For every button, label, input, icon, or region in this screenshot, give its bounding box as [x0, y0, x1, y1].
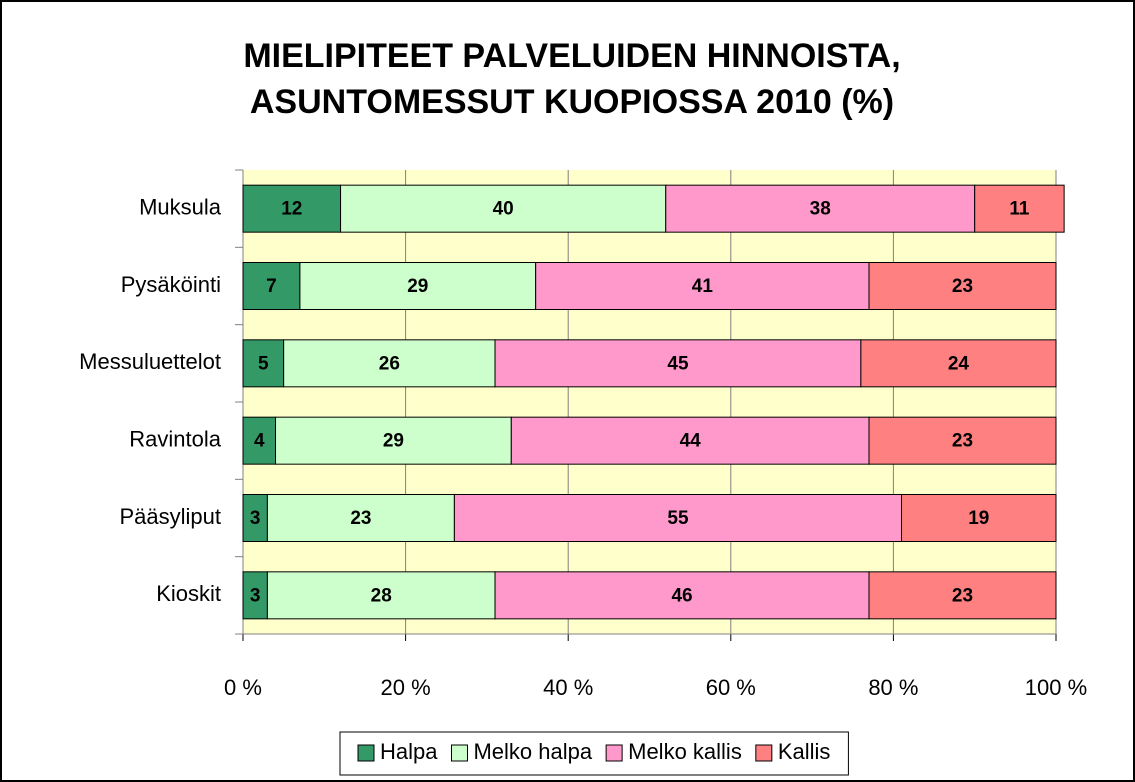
x-tick-label: 80 %	[868, 675, 918, 700]
bar-segment	[868, 571, 1057, 620]
value-label: 11	[1009, 199, 1030, 220]
chart-title: MIELIPITEET PALVELUIDEN HINNOISTA,	[243, 37, 900, 75]
value-label: 4	[254, 431, 265, 452]
value-label: 23	[350, 508, 371, 529]
bar-segment	[242, 262, 301, 310]
bar-segment	[868, 416, 1057, 465]
bar-segment	[275, 416, 512, 465]
legend-swatch	[755, 744, 773, 762]
value-label: 38	[810, 199, 831, 220]
legend-swatch	[357, 744, 375, 762]
bar-segment	[494, 571, 870, 620]
y-tick-label: Pääsyliput	[119, 504, 221, 529]
value-label: 3	[250, 585, 261, 606]
bar-segment	[266, 571, 496, 620]
bar-segment	[453, 494, 903, 542]
y-tick-label: Ravintola	[129, 426, 221, 451]
x-tick-label: 60 %	[706, 675, 756, 700]
bar-segment	[974, 184, 1065, 233]
value-label: 24	[948, 353, 970, 374]
value-label: 40	[493, 199, 514, 220]
bar-segment	[242, 571, 268, 620]
legend-swatch	[605, 744, 623, 762]
value-label: 7	[266, 276, 277, 297]
bar-segment	[242, 416, 277, 465]
value-label: 23	[952, 431, 973, 452]
bar-segment	[242, 339, 285, 388]
x-tick-label: 40 %	[543, 675, 593, 700]
value-label: 55	[667, 508, 689, 529]
y-tick-label: Pysäköinti	[121, 272, 221, 297]
value-label: 12	[281, 199, 302, 220]
bar-segment	[665, 184, 976, 233]
legend-label: Halpa	[380, 739, 438, 764]
legend-label: Kallis	[778, 739, 831, 764]
chart-title: ASUNTOMESSUT KUOPIOSSA 2010 (%)	[250, 83, 894, 121]
legend-swatch	[450, 744, 468, 762]
value-label: 23	[952, 585, 973, 606]
bar-segment	[266, 494, 455, 542]
bar-segment	[535, 262, 870, 310]
value-label: 29	[383, 431, 404, 452]
value-label: 3	[250, 508, 261, 529]
bar-segment	[901, 494, 1057, 542]
bar-segment	[510, 416, 870, 465]
value-label: 19	[968, 508, 989, 529]
y-tick-label: Muksula	[139, 194, 222, 219]
value-label: 46	[671, 585, 692, 606]
value-label: 45	[667, 353, 689, 374]
value-label: 28	[371, 585, 392, 606]
x-tick-label: 20 %	[381, 675, 431, 700]
value-label: 23	[952, 276, 973, 297]
y-tick-label: Messuluettelot	[79, 349, 221, 374]
x-tick-label: 0 %	[224, 675, 262, 700]
value-label: 5	[258, 353, 269, 374]
bar-segment	[283, 339, 496, 388]
bar-segment	[340, 184, 667, 233]
value-label: 44	[680, 431, 702, 452]
bar-segment	[494, 339, 862, 388]
legend-box	[339, 731, 849, 776]
bar-segment	[868, 262, 1057, 310]
y-tick-label: Kioskit	[156, 581, 221, 606]
value-label: 29	[407, 276, 428, 297]
bar-segment	[860, 339, 1057, 388]
value-label: 41	[692, 276, 714, 297]
plot-area	[243, 170, 1056, 634]
x-tick-label: 100 %	[1025, 675, 1087, 700]
value-label: 26	[379, 353, 400, 374]
legend-label: Melko kallis	[628, 739, 742, 764]
legend-label: Melko halpa	[473, 739, 592, 764]
